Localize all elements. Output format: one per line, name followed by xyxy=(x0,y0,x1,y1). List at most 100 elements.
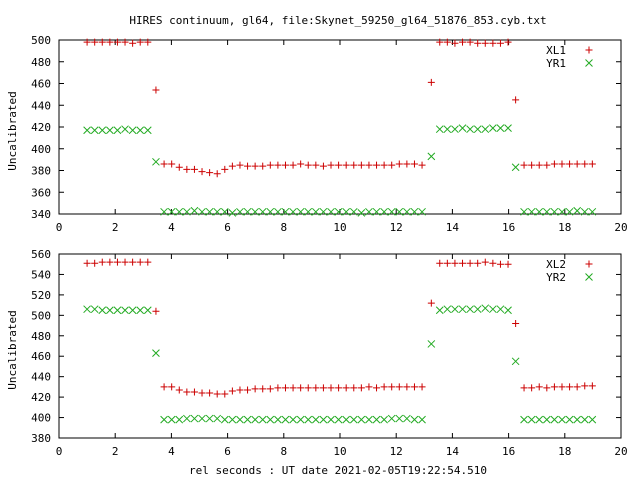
data-point xyxy=(83,126,91,135)
data-point xyxy=(443,38,451,46)
legend-marker xyxy=(585,59,593,67)
data-point xyxy=(520,207,528,216)
data-point xyxy=(466,305,474,314)
data-point xyxy=(220,415,229,424)
data-point xyxy=(349,415,358,424)
data-point xyxy=(550,415,559,424)
data-point xyxy=(558,415,566,424)
data-point xyxy=(304,207,313,216)
data-point xyxy=(113,126,122,135)
data-point xyxy=(410,160,418,168)
data-point xyxy=(113,38,121,46)
data-point xyxy=(319,384,327,392)
data-point xyxy=(566,383,574,391)
data-point xyxy=(244,386,252,394)
x-tick-label: 10 xyxy=(333,221,346,234)
data-point xyxy=(573,206,582,215)
data-point xyxy=(373,384,381,392)
x-tick-label: 6 xyxy=(224,221,231,234)
y-tick-label: 480 xyxy=(31,330,51,343)
y-tick-label: 520 xyxy=(31,289,51,302)
data-point xyxy=(504,124,512,132)
x-tick-label: 0 xyxy=(56,445,63,458)
data-point xyxy=(395,207,404,216)
data-point xyxy=(459,38,467,46)
data-point xyxy=(581,160,589,168)
data-point xyxy=(342,384,350,392)
data-point xyxy=(395,414,404,423)
plot-frame xyxy=(58,253,622,439)
x-tick-label: 0 xyxy=(56,221,63,234)
data-point xyxy=(98,306,107,315)
data-point xyxy=(311,415,320,424)
data-point xyxy=(489,259,497,267)
data-point xyxy=(496,305,505,314)
data-point xyxy=(504,306,512,315)
data-point xyxy=(266,385,274,393)
data-point xyxy=(436,259,444,267)
data-point xyxy=(528,384,536,392)
data-point xyxy=(403,383,411,391)
data-point xyxy=(335,384,343,392)
data-point xyxy=(259,385,267,393)
data-point xyxy=(274,384,282,392)
data-point xyxy=(304,415,313,424)
data-point xyxy=(435,125,444,134)
data-point xyxy=(350,384,358,392)
data-point xyxy=(143,306,152,315)
data-point xyxy=(113,258,121,266)
data-point xyxy=(418,161,426,169)
data-point xyxy=(296,207,305,216)
data-point xyxy=(297,384,305,392)
data-point xyxy=(190,165,198,173)
y-tick-label: 460 xyxy=(31,78,51,91)
data-point xyxy=(527,415,536,424)
bottom-panel: 380 400 420 440 460 480 500 520 540 560 0 2 4 6 8 10 12 1… xyxy=(6,248,628,458)
data-point xyxy=(167,207,176,216)
data-point xyxy=(365,161,373,169)
data-point xyxy=(228,387,236,395)
data-point xyxy=(496,124,505,132)
data-point xyxy=(489,305,497,314)
x-tick-label: 12 xyxy=(390,445,403,458)
data-point xyxy=(175,415,184,424)
data-point xyxy=(198,168,206,176)
data-point xyxy=(274,161,282,169)
data-point xyxy=(481,125,490,134)
data-point xyxy=(83,38,91,46)
data-point xyxy=(443,259,451,267)
x-tick-label: 8 xyxy=(280,221,287,234)
data-point xyxy=(535,415,544,424)
data-point xyxy=(251,415,259,424)
data-point xyxy=(258,415,267,424)
data-point xyxy=(427,299,435,307)
data-point xyxy=(542,415,551,424)
data-point xyxy=(205,414,214,423)
data-point xyxy=(327,415,335,424)
data-point xyxy=(535,207,544,216)
data-point xyxy=(319,207,328,216)
chart-title: HIRES continuum, gl64, file:Skynet_59250… xyxy=(129,14,546,27)
data-point xyxy=(198,207,206,216)
data-point xyxy=(190,388,198,396)
x-tick-label: 2 xyxy=(112,445,119,458)
y-tick-label: 420 xyxy=(31,121,51,134)
data-point xyxy=(558,383,566,391)
data-point xyxy=(550,383,558,391)
data-point xyxy=(365,207,373,216)
x-tick-label: 16 xyxy=(502,221,515,234)
x-tick-label: 2 xyxy=(112,221,119,234)
data-point xyxy=(136,258,144,266)
data-point xyxy=(327,207,335,216)
legend-marker xyxy=(585,260,593,268)
data-point xyxy=(90,126,99,135)
data-point xyxy=(175,386,183,394)
data-point xyxy=(466,38,474,46)
data-point xyxy=(205,207,214,216)
data-point xyxy=(496,260,504,268)
data-point xyxy=(580,207,589,216)
data-point xyxy=(236,415,244,424)
data-point xyxy=(228,209,237,217)
data-point xyxy=(427,152,436,161)
series-XL2 xyxy=(83,258,596,398)
